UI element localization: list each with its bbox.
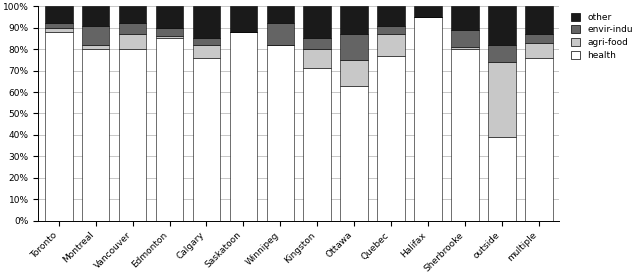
Bar <box>118 49 147 221</box>
Bar <box>525 34 553 43</box>
Bar <box>118 34 147 49</box>
Bar <box>118 6 147 23</box>
Bar <box>525 6 553 34</box>
Bar <box>451 49 479 221</box>
Bar <box>451 6 479 30</box>
Bar <box>229 32 257 221</box>
Bar <box>266 23 294 45</box>
Bar <box>303 38 331 49</box>
Bar <box>414 6 442 17</box>
Bar <box>488 62 516 137</box>
Bar <box>340 34 368 60</box>
Bar <box>82 6 110 26</box>
Bar <box>82 49 110 221</box>
Bar <box>488 45 516 62</box>
Bar <box>229 6 257 32</box>
Bar <box>377 34 405 55</box>
Bar <box>340 86 368 221</box>
Bar <box>377 6 405 26</box>
Bar <box>377 55 405 221</box>
Bar <box>82 26 110 45</box>
Bar <box>155 38 183 221</box>
Legend: other, envir-indu, agri-food, health: other, envir-indu, agri-food, health <box>569 11 634 62</box>
Bar <box>155 6 183 28</box>
Bar <box>45 32 73 221</box>
Bar <box>414 17 442 221</box>
Bar <box>266 6 294 23</box>
Bar <box>155 36 183 38</box>
Bar <box>451 30 479 47</box>
Bar <box>45 6 73 23</box>
Bar <box>118 23 147 34</box>
Bar <box>192 38 220 45</box>
Bar <box>488 6 516 45</box>
Bar <box>488 137 516 221</box>
Bar <box>192 58 220 221</box>
Bar <box>340 60 368 86</box>
Bar <box>451 47 479 49</box>
Bar <box>45 23 73 28</box>
Bar <box>340 6 368 34</box>
Bar <box>192 6 220 38</box>
Bar <box>45 28 73 32</box>
Bar <box>303 49 331 68</box>
Bar <box>525 58 553 221</box>
Bar <box>525 43 553 58</box>
Bar <box>303 6 331 38</box>
Bar <box>192 45 220 58</box>
Bar <box>303 68 331 221</box>
Bar <box>377 26 405 34</box>
Bar <box>155 28 183 36</box>
Bar <box>266 45 294 221</box>
Bar <box>82 45 110 49</box>
